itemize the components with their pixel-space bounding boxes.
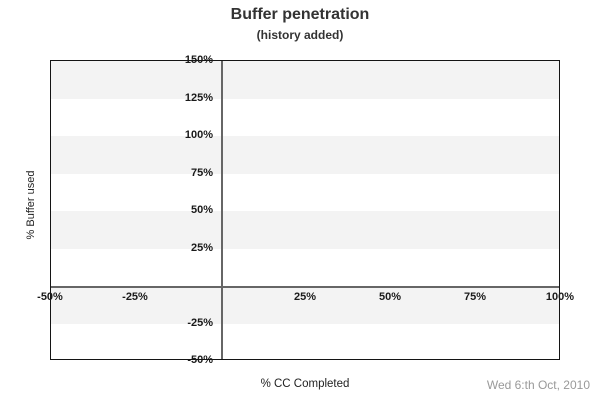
chart-title: Buffer penetration (230, 6, 370, 23)
x-zero-axis (51, 286, 559, 288)
plot-bands (51, 61, 559, 359)
chart-subtitle: (history added) (256, 28, 344, 42)
footer-date: Wed 6:th Oct, 2010 (486, 378, 590, 392)
x-axis-title: % CC Completed (260, 378, 350, 390)
plot-area (50, 60, 560, 360)
y-zero-axis (221, 61, 223, 359)
shaded-band (51, 286, 559, 324)
y-axis-title: % Buffer used (25, 170, 37, 240)
shaded-band (51, 211, 559, 249)
shaded-band (51, 136, 559, 174)
shaded-band (51, 61, 559, 99)
